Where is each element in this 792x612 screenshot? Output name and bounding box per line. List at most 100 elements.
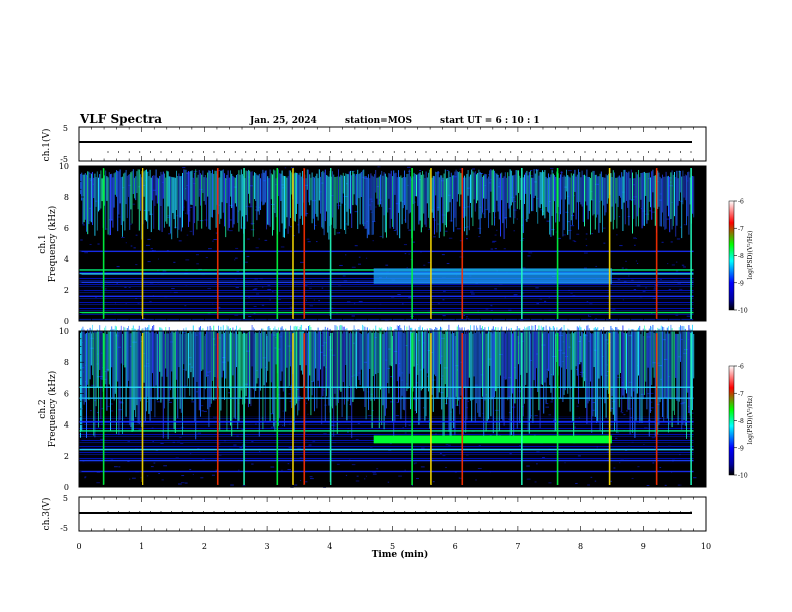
whistler-streak	[214, 170, 216, 210]
whistler-streak	[483, 175, 485, 199]
noise-speckle	[332, 442, 337, 444]
whistler-streak	[263, 172, 265, 205]
noise-speckle	[284, 167, 287, 169]
whistler-streak	[272, 174, 273, 236]
whistler-streak	[306, 333, 308, 398]
whistler-streak	[482, 176, 483, 213]
noise-speckle	[667, 445, 672, 447]
noise-speckle	[623, 280, 627, 282]
whistler-streak	[297, 326, 299, 416]
whistler-streak	[323, 329, 325, 367]
whistler-streak	[450, 172, 452, 222]
noise-speckle	[101, 408, 104, 410]
whistler-streak	[311, 329, 313, 396]
noise-speckle	[548, 296, 551, 298]
noise-speckle	[477, 310, 479, 312]
noise-speckle	[540, 209, 544, 211]
whistler-streak	[92, 171, 93, 226]
whistler-streak	[438, 329, 440, 393]
whistler-streak	[540, 172, 542, 205]
noise-speckle	[254, 209, 258, 211]
whistler-streak	[285, 328, 287, 412]
noise-speckle	[253, 305, 257, 307]
whistler-streak	[642, 328, 644, 400]
sferic-spike	[329, 333, 332, 485]
whistler-streak	[586, 325, 588, 424]
whistler-streak	[308, 169, 309, 203]
whistler-streak	[652, 324, 654, 368]
whistler-streak	[324, 169, 326, 222]
noise-speckle	[342, 275, 346, 277]
noise-speckle	[83, 434, 86, 436]
noise-speckle	[351, 315, 355, 317]
noise-speckle	[550, 167, 554, 169]
whistler-streak	[465, 333, 467, 433]
whistler-streak	[354, 175, 356, 205]
whistler-streak	[470, 325, 471, 401]
noise-speckle	[414, 462, 417, 464]
noise-speckle	[113, 466, 118, 468]
whistler-streak	[296, 326, 297, 404]
noise-speckle	[355, 480, 360, 482]
whistler-streak	[420, 174, 422, 233]
whistler-streak	[554, 327, 555, 432]
whistler-streak	[264, 170, 266, 203]
noise-speckle	[150, 248, 153, 250]
whistler-streak	[453, 175, 455, 232]
whistler-streak	[428, 333, 429, 392]
frequency-tick-label: 2	[64, 452, 69, 461]
whistler-streak	[392, 332, 393, 423]
noise-speckle	[564, 462, 566, 464]
noise-speckle	[534, 415, 538, 417]
transmitter-line	[79, 459, 694, 462]
whistler-streak	[479, 171, 481, 234]
noise-speckle	[200, 405, 204, 407]
noise-speckle	[651, 401, 653, 403]
noise-speckle	[372, 240, 374, 242]
whistler-streak	[537, 328, 539, 393]
whistler-streak	[232, 327, 234, 376]
whistler-streak	[618, 175, 620, 196]
noise-speckle	[212, 416, 217, 418]
ch1-colorbar-label: log(PSD)(V²/Hz)	[747, 231, 754, 280]
whistler-streak	[322, 170, 324, 229]
whistler-streak	[80, 173, 81, 195]
noise-speckle	[330, 307, 334, 309]
whistler-streak	[112, 177, 114, 228]
noise-speckle	[626, 410, 628, 412]
whistler-streak	[112, 329, 114, 399]
noise-speckle	[255, 247, 259, 249]
noise-speckle	[565, 211, 569, 213]
whistler-streak	[116, 170, 117, 197]
noise-speckle	[133, 434, 135, 436]
whistler-streak	[455, 169, 457, 227]
noise-speckle	[94, 296, 98, 298]
noise-speckle	[235, 287, 239, 289]
whistler-streak	[101, 178, 103, 202]
whistler-streak	[533, 331, 535, 381]
noise-speckle	[299, 480, 302, 482]
whistler-streak	[562, 176, 564, 237]
whistler-streak	[602, 333, 603, 435]
noise-speckle	[432, 379, 436, 381]
noise-speckle	[289, 226, 292, 228]
noise-speckle	[248, 315, 252, 317]
whistler-streak	[346, 173, 348, 212]
whistler-streak	[669, 176, 671, 233]
noise-speckle	[367, 414, 372, 416]
noise-speckle	[545, 406, 550, 408]
noise-speckle	[309, 476, 313, 478]
noise-speckle	[615, 437, 618, 439]
whistler-streak	[628, 171, 630, 226]
noise-speckle	[100, 308, 102, 310]
whistler-streak	[255, 173, 257, 201]
whistler-streak	[486, 333, 488, 423]
noise-speckle	[132, 203, 136, 205]
whistler-streak	[676, 170, 678, 226]
whistler-streak	[173, 177, 175, 220]
whistler-streak	[294, 172, 296, 222]
noise-speckle	[297, 224, 300, 226]
noise-speckle	[353, 374, 356, 376]
whistler-streak	[166, 331, 168, 377]
whistler-streak	[626, 171, 627, 201]
